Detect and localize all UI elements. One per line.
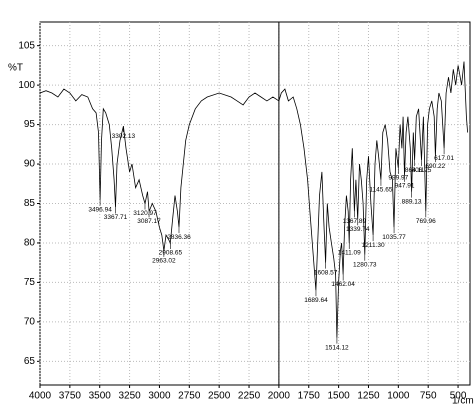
y-tick-label: 100	[18, 80, 35, 91]
x-tick-label: 4000	[29, 391, 52, 402]
x-tick-label: 3250	[118, 391, 141, 402]
peak-label: 1280.73	[353, 262, 377, 269]
peak-label: 3087.17	[137, 218, 161, 225]
x-tick-label: 2750	[178, 391, 201, 402]
x-tick-label: 1000	[387, 391, 410, 402]
peak-label: 806.25	[412, 167, 432, 174]
x-tick-label: 3750	[59, 391, 82, 402]
peak-label: 769.96	[416, 218, 436, 225]
x-tick-label: 3000	[148, 391, 171, 402]
peak-label: 2908.65	[159, 250, 183, 257]
peak-label: 999.97	[388, 175, 408, 182]
x-tick-label: 1250	[357, 391, 380, 402]
peak-label: 1035.77	[382, 234, 406, 241]
x-tick-label: 500	[450, 391, 467, 402]
peak-label: 1462.04	[331, 281, 355, 288]
peak-label: 3302.13	[112, 133, 136, 140]
peak-label: 3367.71	[104, 214, 128, 221]
peak-label: 1514.12	[325, 344, 349, 351]
peak-label: 1211.30	[362, 242, 385, 249]
peak-label: 2836.36	[167, 234, 191, 241]
peak-label: 889.13	[402, 198, 422, 205]
y-tick-label: 70	[24, 317, 36, 328]
x-tick-label: 2500	[208, 391, 231, 402]
x-tick-label: 2000	[268, 391, 291, 402]
peak-label: 617.01	[434, 155, 454, 162]
peak-label: 1689.64	[304, 297, 328, 304]
y-tick-label: 85	[24, 198, 36, 209]
y-axis-label: %T	[8, 63, 23, 74]
x-tick-label: 3500	[89, 391, 112, 402]
peak-label: 1411.09	[338, 250, 361, 257]
peak-label: 3496.94	[88, 206, 112, 213]
peak-label: 1367.89	[343, 218, 367, 225]
y-tick-label: 95	[24, 119, 36, 130]
peak-label: 1608.57	[314, 269, 338, 276]
y-tick-label: 90	[24, 159, 36, 170]
peak-label: 1145.65	[369, 187, 392, 194]
x-axis-label: 1/cm	[452, 396, 474, 407]
spectrum-line	[39, 61, 468, 338]
peak-label: 2963.02	[152, 258, 176, 265]
y-tick-label: 75	[24, 277, 36, 288]
peak-label: 864.11	[405, 167, 425, 174]
x-tick-label: 2250	[238, 391, 261, 402]
x-tick-label: 1500	[327, 391, 350, 402]
peak-label: 1339.74	[346, 226, 370, 233]
peak-label: 690.22	[425, 163, 445, 170]
y-tick-label: 105	[18, 40, 35, 51]
peak-label: 3120.97	[133, 210, 157, 217]
y-tick-label: 80	[24, 238, 36, 249]
y-tick-label: 65	[24, 356, 36, 367]
peak-label: 947.91	[395, 183, 415, 190]
x-tick-label: 750	[420, 391, 437, 402]
x-tick-label: 1750	[298, 391, 321, 402]
